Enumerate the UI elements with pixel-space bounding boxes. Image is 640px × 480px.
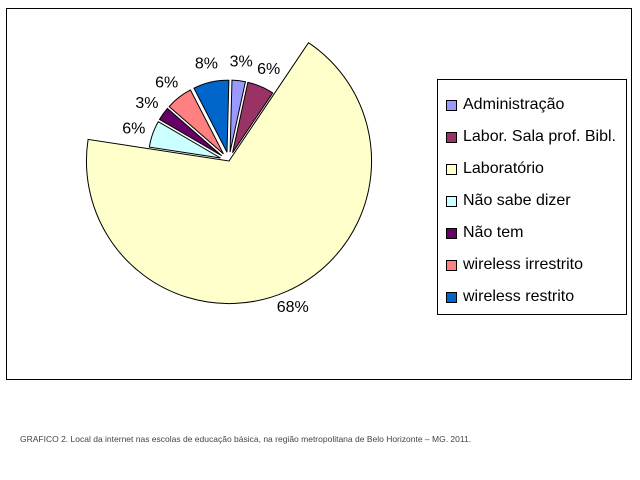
legend: Administração Labor. Sala prof. Bibl. Labo…: [437, 79, 627, 315]
legend-label: Não sabe dizer: [463, 192, 571, 209]
data-label-administracao: 3%: [230, 54, 253, 71]
legend-label: Administração: [463, 96, 565, 113]
legend-label: wireless restrito: [463, 288, 575, 305]
legend-item-nao-tem: Não tem: [446, 222, 523, 244]
data-label-labor-sala-prof-bibl: 6%: [257, 61, 280, 78]
legend-swatch: [446, 131, 457, 143]
legend-item-nao-sabe-dizer: Não sabe dizer: [446, 190, 571, 212]
legend-swatch: [446, 99, 457, 111]
legend-item-wireless-irrestrito: wireless irrestrito: [446, 254, 583, 276]
pie-slice-nao-tem: [158, 107, 223, 157]
data-label-nao-tem: 3%: [135, 95, 158, 112]
data-label-wireless-restrito: 8%: [195, 56, 218, 73]
pie-slice-laboratorio: [85, 41, 373, 305]
figure-caption: GRAFICO 2. Local da internet nas escolas…: [20, 434, 472, 444]
legend-item-wireless-restrito: wireless restrito: [446, 286, 574, 308]
legend-swatch: [446, 163, 457, 175]
pie-chart: 3% 6%68%6%3%6%8%: [85, 41, 373, 316]
pie-slice-nao-sabe-dizer: [148, 120, 221, 159]
pie-slice-wireless-restrito: [193, 79, 230, 153]
legend-label: wireless irrestrito: [463, 256, 584, 273]
legend-item-laboratorio: Laboratório: [446, 158, 544, 180]
legend-swatch: [446, 227, 457, 239]
legend-label: Labor. Sala prof. Bibl.: [463, 128, 616, 145]
legend-swatch: [446, 291, 457, 303]
pie-slice-administracao: [229, 79, 247, 153]
legend-label: Não tem: [463, 224, 524, 241]
pie-slice-wireless-irrestrito: [168, 89, 224, 155]
pie-slice-labor-sala-prof-bibl: [232, 81, 274, 154]
chart-area: 3% 6% 68% 6% 3% 6% 8% Administração Labor. Sala…: [6, 8, 632, 380]
legend-item-labor-sala-prof-bibl: Labor. Sala prof. Bibl.: [446, 126, 616, 148]
legend-label: Laboratório: [463, 160, 544, 177]
legend-swatch: [446, 195, 457, 207]
legend-item-administracao: Administração: [446, 94, 564, 116]
data-label-wireless-irrestrito: 6%: [155, 75, 178, 92]
legend-swatch: [446, 259, 457, 271]
data-label-laboratorio: 68%: [277, 299, 309, 316]
data-label-nao-sabe-dizer: 6%: [122, 120, 145, 137]
